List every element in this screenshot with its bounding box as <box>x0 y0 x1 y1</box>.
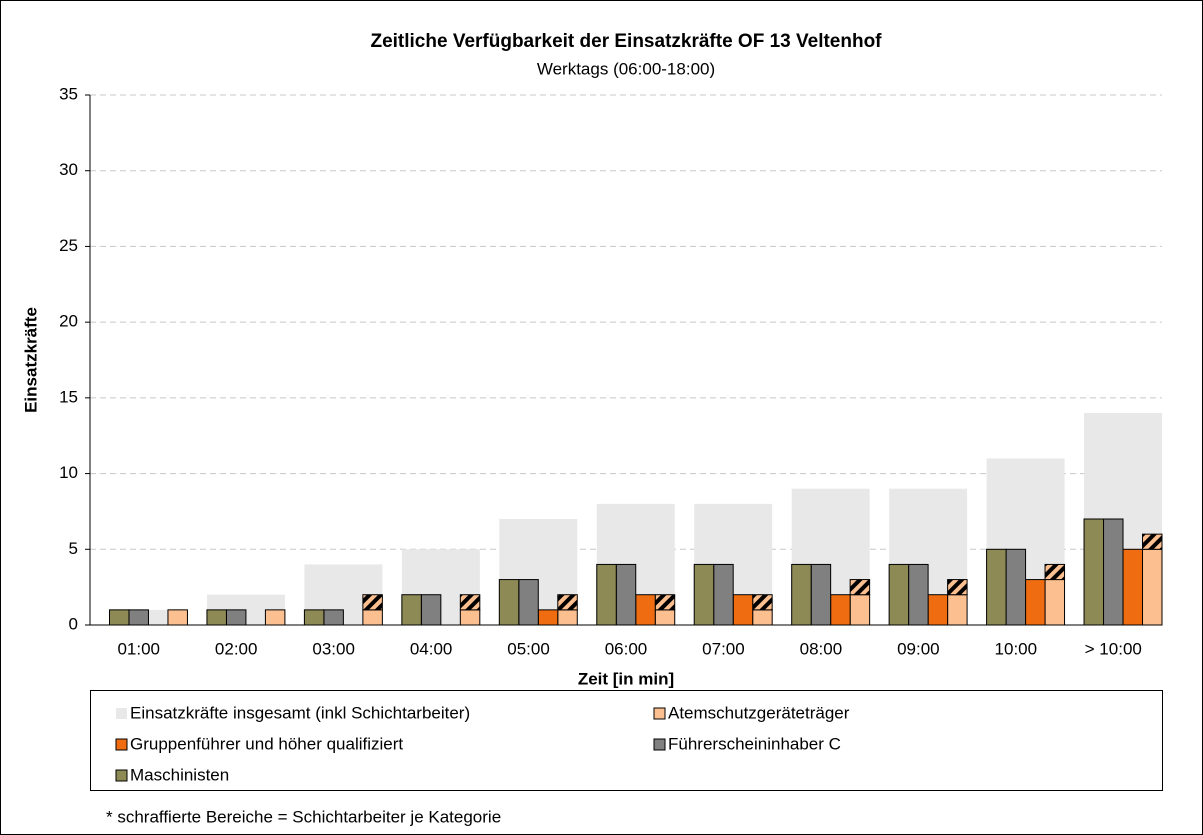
bar <box>908 563 929 626</box>
bar <box>791 563 812 626</box>
bar <box>1083 518 1105 626</box>
bar <box>108 609 130 626</box>
hatched-bar <box>752 594 773 611</box>
y-tick-label: 35 <box>59 84 78 103</box>
bar <box>323 609 344 626</box>
bar <box>596 563 617 626</box>
y-tick-label: 30 <box>59 160 78 179</box>
bar <box>128 609 149 626</box>
y-tick-label: 10 <box>59 463 78 482</box>
hatched-bar <box>557 594 578 611</box>
chart-title: Zeitliche Verfügbarkeit der Einsatzkräft… <box>370 31 882 52</box>
legend-label: Maschinisten <box>130 765 229 784</box>
bar <box>654 609 676 626</box>
x-tick-label: > 10:00 <box>1085 639 1142 658</box>
x-tick-label: 10:00 <box>995 639 1038 658</box>
x-tick-label: 07:00 <box>702 639 745 658</box>
bar <box>206 609 227 626</box>
x-tick-label: 01:00 <box>117 639 160 658</box>
hatched-bar <box>1044 563 1066 581</box>
y-axis-title: Einsatzkräfte <box>21 307 40 413</box>
bar <box>732 594 754 626</box>
bar <box>498 579 520 626</box>
bar <box>849 594 871 626</box>
bar <box>557 609 578 626</box>
legend-label: Einsatzkräfte insgesamt (inkl Schichtarb… <box>130 703 470 722</box>
legend-label: Führerscheininhaber C <box>668 734 841 753</box>
bar <box>713 563 734 626</box>
bar <box>401 594 422 626</box>
legend-swatch <box>115 769 128 782</box>
bar <box>752 609 773 626</box>
x-tick-label: 05:00 <box>507 639 550 658</box>
bar <box>1025 579 1046 626</box>
chart-subtitle: Werktags (06:00-18:00) <box>537 59 715 78</box>
legend-swatch <box>115 738 128 751</box>
bar <box>459 609 481 626</box>
bar <box>635 594 656 626</box>
bar <box>1122 548 1144 626</box>
legend-label: Atemschutzgeräteträger <box>668 703 850 722</box>
bar <box>1005 548 1027 626</box>
x-tick-label: 02:00 <box>215 639 258 658</box>
y-tick-label: 25 <box>59 236 78 255</box>
x-tick-label: 08:00 <box>800 639 843 658</box>
bar <box>615 563 637 626</box>
hatched-bar <box>849 579 871 596</box>
hatched-bar <box>654 594 676 611</box>
legend-swatch <box>116 708 127 719</box>
bar <box>927 594 949 626</box>
bar <box>518 579 539 626</box>
bar <box>264 609 286 626</box>
bar <box>810 563 832 626</box>
x-tick-label: 09:00 <box>897 639 940 658</box>
bar <box>888 563 910 626</box>
footnote: * schraffierte Bereiche = Schichtarbeite… <box>106 807 501 826</box>
hatched-bar <box>1142 533 1163 550</box>
x-axis-title: Zeit [in min] <box>578 669 674 688</box>
legend-swatch <box>653 707 666 720</box>
bar <box>303 609 325 626</box>
bar <box>225 609 247 626</box>
hatched-bar <box>362 594 383 611</box>
bar <box>1044 579 1066 626</box>
hatched-bar <box>947 579 968 596</box>
hatched-bar <box>459 594 481 611</box>
x-tick-label: 03:00 <box>312 639 355 658</box>
legend-box <box>90 690 1163 791</box>
x-tick-label: 04:00 <box>410 639 453 658</box>
legend-swatch <box>653 738 666 751</box>
bar <box>986 548 1007 626</box>
y-tick-label: 0 <box>69 614 78 633</box>
bar <box>362 609 383 626</box>
legend-label: Gruppenführer und höher qualifiziert <box>130 734 403 753</box>
bar <box>1142 548 1163 626</box>
bar <box>830 594 851 626</box>
y-tick-label: 5 <box>69 539 78 558</box>
bar <box>947 594 968 626</box>
bar <box>167 609 188 626</box>
y-tick-label: 20 <box>59 312 78 331</box>
bar <box>693 563 715 626</box>
y-tick-label: 15 <box>59 387 78 406</box>
bar <box>537 609 559 626</box>
bar <box>420 594 442 626</box>
bar <box>1103 518 1124 626</box>
x-tick-label: 06:00 <box>605 639 648 658</box>
